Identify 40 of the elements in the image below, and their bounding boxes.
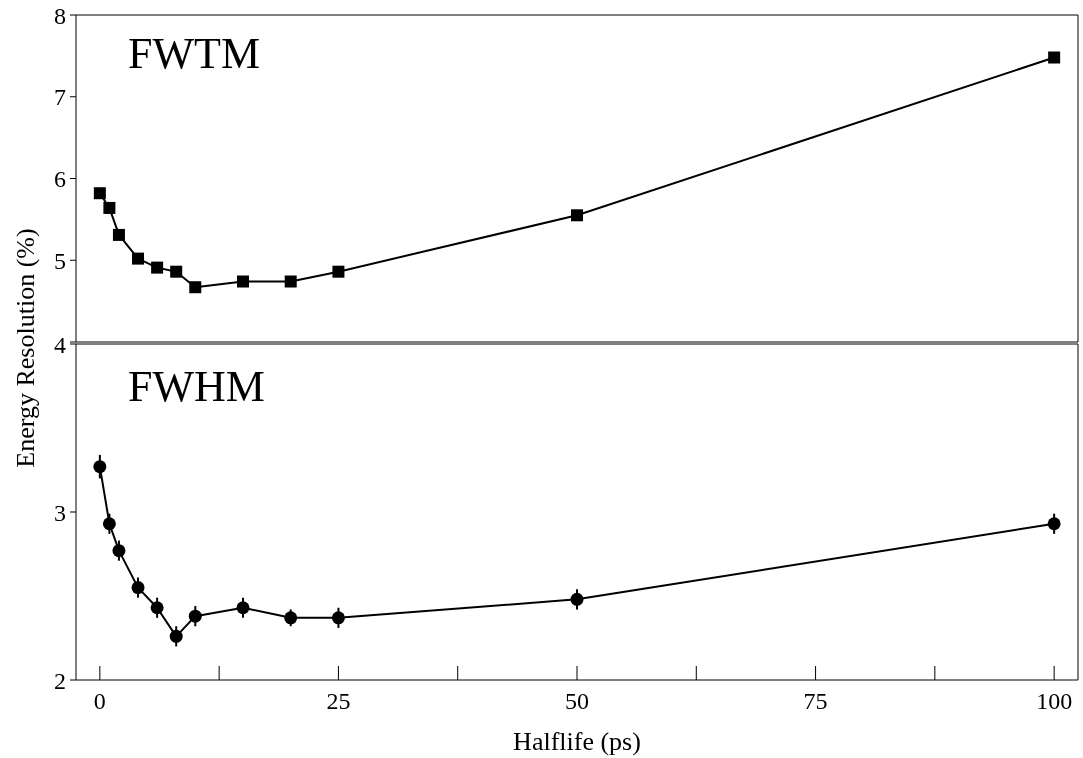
annotation: FWTM <box>128 28 260 79</box>
y-tick-label: 6 <box>54 166 66 193</box>
y-tick-label: 5 <box>54 247 66 274</box>
point <box>236 601 250 615</box>
point <box>132 252 145 265</box>
point <box>237 275 249 288</box>
y-axis-title: Energy Resolution (%) <box>11 228 41 468</box>
point <box>112 228 125 241</box>
point <box>93 460 107 474</box>
y-tick-label: 8 <box>54 2 66 29</box>
point <box>170 265 183 278</box>
point <box>112 544 126 558</box>
x-tick-label: 50 <box>565 688 589 715</box>
point <box>93 187 106 200</box>
point <box>169 629 183 643</box>
point <box>102 517 116 531</box>
point <box>189 281 202 294</box>
point <box>188 609 202 623</box>
annotation: FWHM <box>128 361 265 412</box>
y-tick-label: 3 <box>54 499 66 526</box>
point <box>284 611 298 625</box>
point <box>131 581 145 595</box>
point <box>151 261 164 274</box>
point <box>570 592 584 606</box>
x-tick-label: 0 <box>93 688 106 715</box>
x-tick-label: 25 <box>326 688 351 715</box>
point <box>1048 51 1061 64</box>
point <box>103 201 116 214</box>
point <box>1047 517 1061 531</box>
x-tick-label: 100 <box>1036 688 1073 715</box>
y-tick-label: 4 <box>54 331 66 358</box>
y-tick-label: 2 <box>54 667 66 694</box>
point <box>571 209 583 222</box>
point <box>332 265 345 278</box>
x-axis-title: Halflife (ps) <box>513 727 641 756</box>
point <box>331 611 345 625</box>
point <box>284 275 297 288</box>
point <box>150 601 164 615</box>
y-tick-label: 7 <box>54 84 66 111</box>
x-tick-label: 75 <box>803 688 828 715</box>
